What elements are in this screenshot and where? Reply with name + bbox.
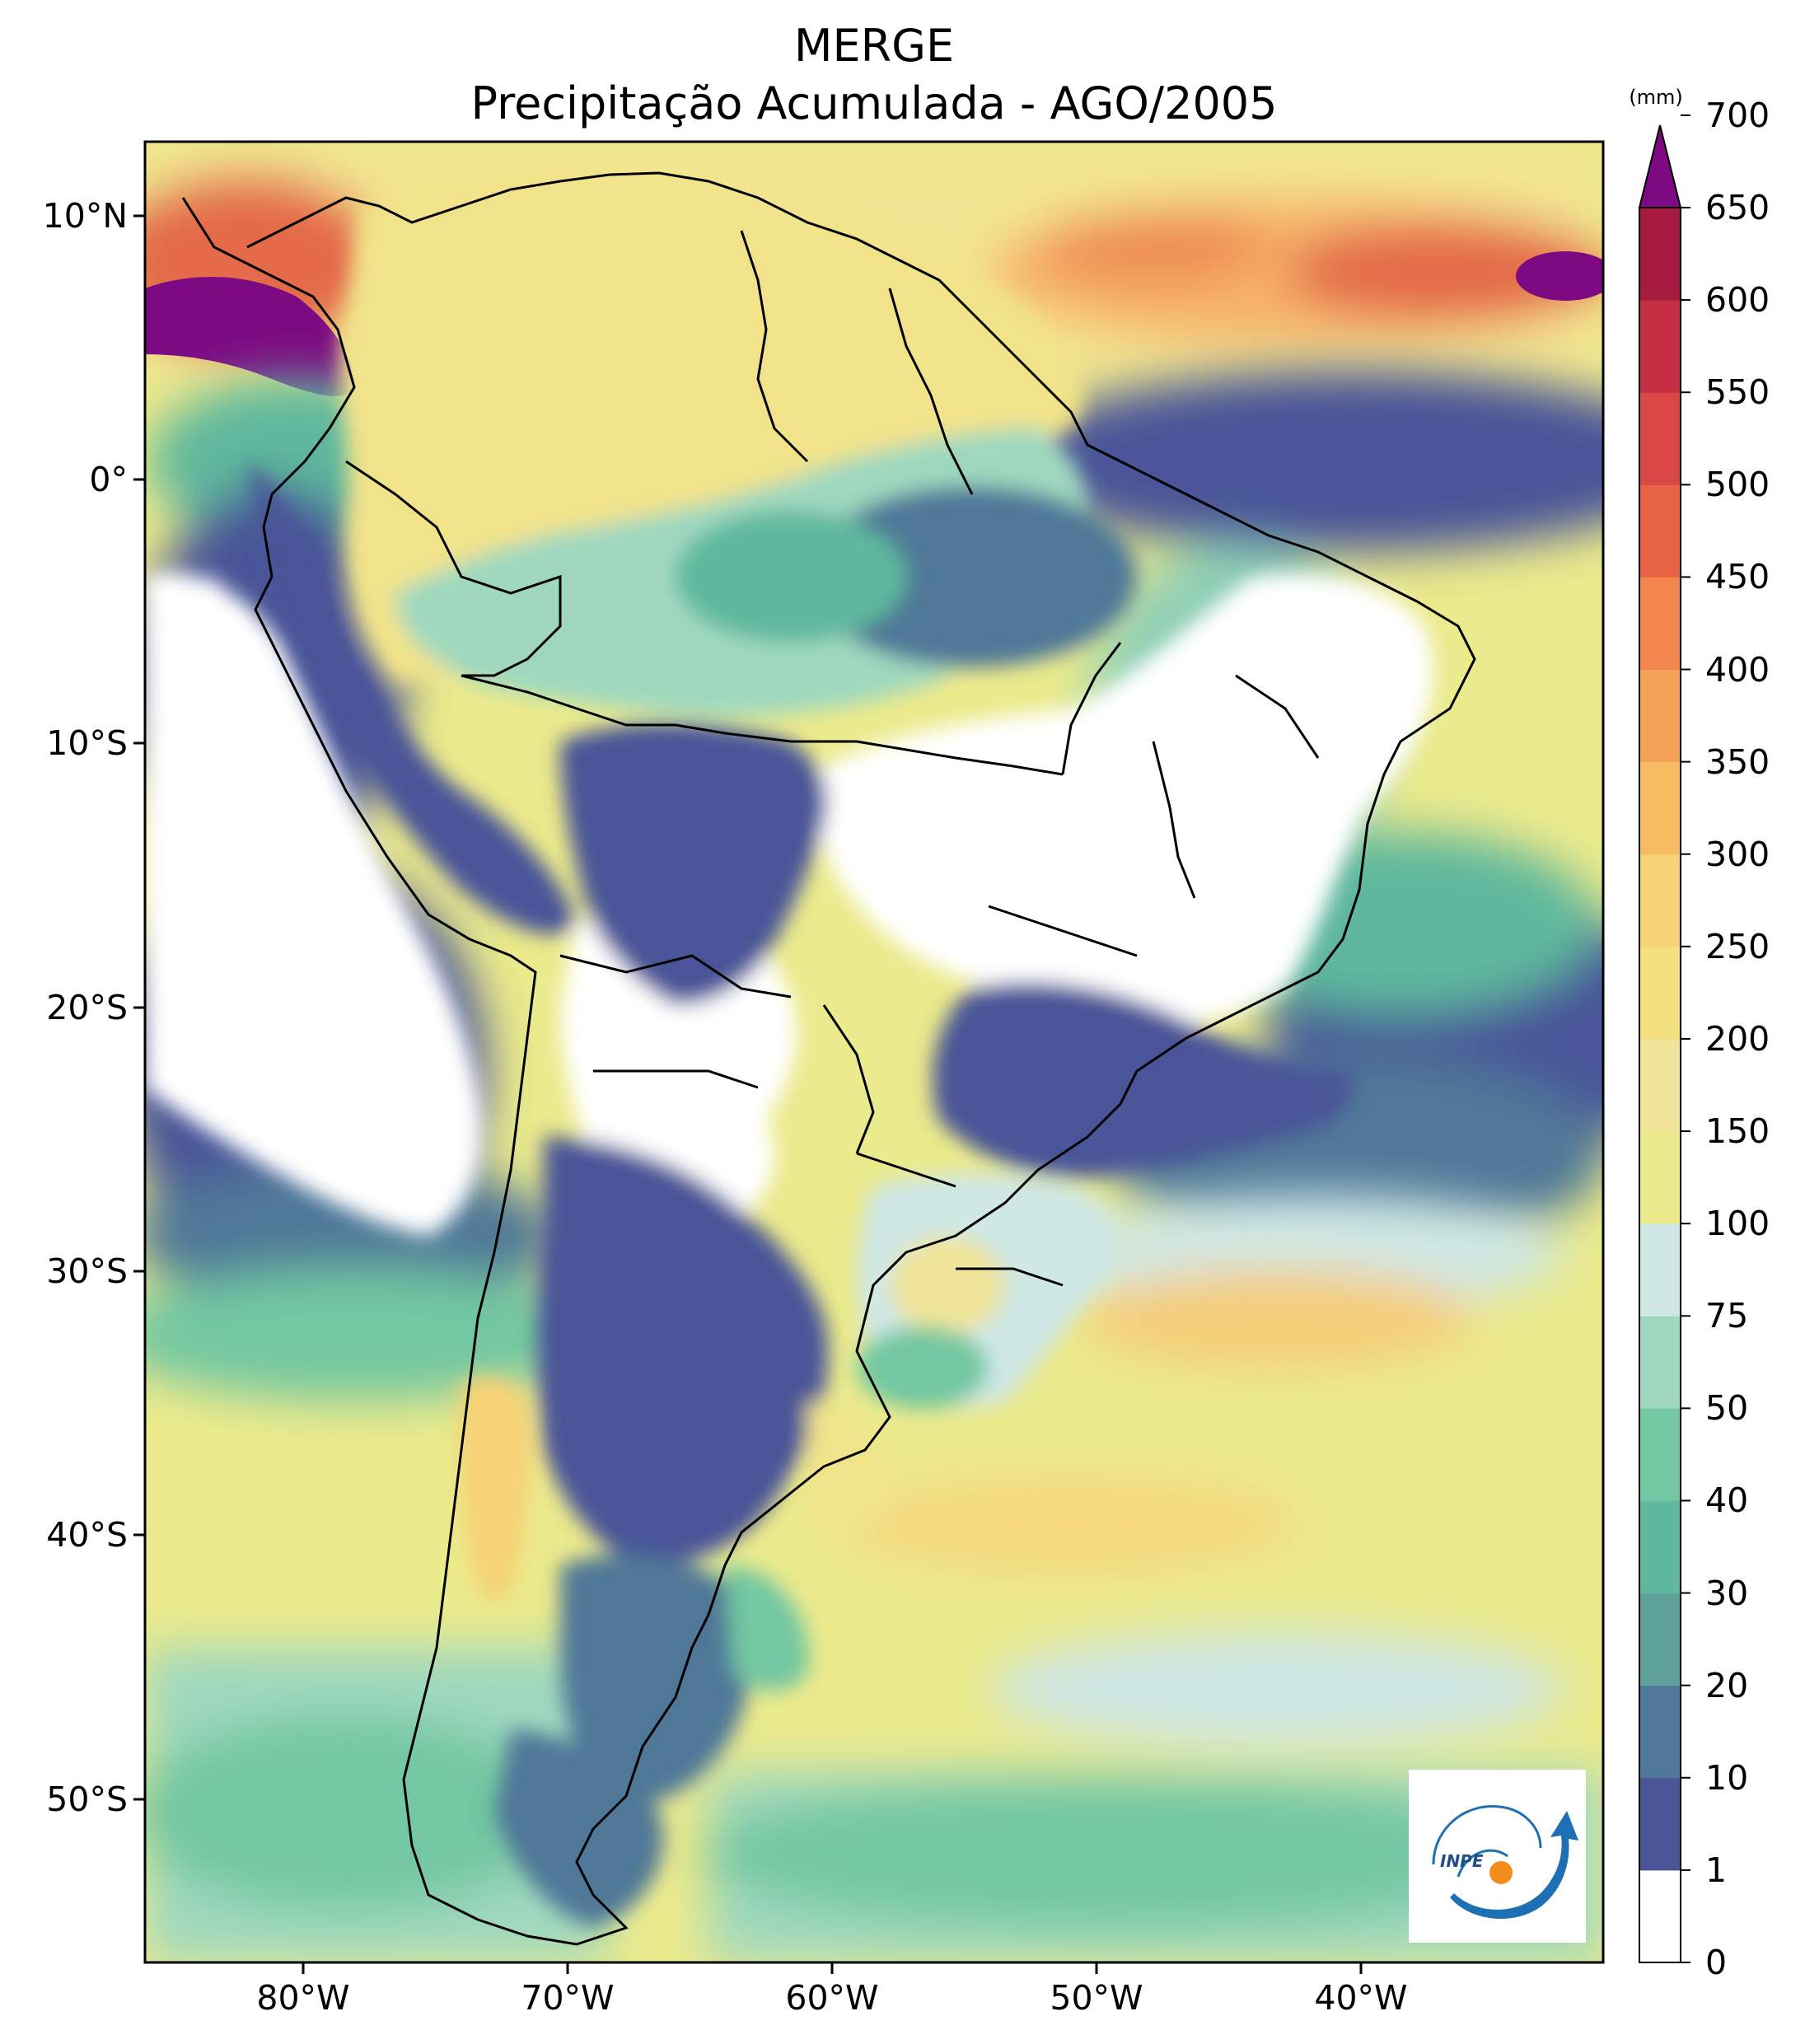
colorbar-tick-label: 150 <box>1705 1111 1770 1152</box>
colorbar-tick-label: 550 <box>1705 372 1770 413</box>
colorbar-swatch <box>1639 1131 1681 1224</box>
colorbar-tick-label: 40 <box>1705 1480 1749 1521</box>
colorbar-swatch <box>1639 392 1681 485</box>
colorbar-swatch <box>1639 1223 1681 1317</box>
colorbar-swatch <box>1639 1593 1681 1686</box>
colorbar-extend-arrow <box>1638 124 1682 208</box>
colorbar-outline <box>1639 207 1681 1963</box>
lon-tick-label: 80°W <box>256 1978 350 2018</box>
lon-tick-label: 50°W <box>1050 1978 1143 2018</box>
colorbar-tick-label: 350 <box>1705 741 1770 782</box>
colorbar-tick-label: 100 <box>1705 1204 1770 1244</box>
colorbar-tick-label: 30 <box>1705 1573 1749 1613</box>
lat-tick-label: 20°S <box>46 988 128 1027</box>
colorbar-swatch <box>1639 1038 1681 1132</box>
colorbar-tick-label: 400 <box>1705 649 1770 690</box>
colorbar-tick-label: 50 <box>1705 1388 1749 1429</box>
lon-tick-label: 40°W <box>1314 1978 1408 2018</box>
colorbar-tick-label: 0 <box>1705 1943 1728 1982</box>
colorbar-swatch <box>1639 1869 1681 1963</box>
colorbar-swatch <box>1639 577 1681 671</box>
lon-tick-label: 70°W <box>521 1978 615 2018</box>
colorbar-swatch <box>1639 1685 1681 1779</box>
colorbar-swatch <box>1639 1777 1681 1871</box>
lat-tick-label: 30°S <box>46 1251 128 1291</box>
colorbar-tick-label: 650 <box>1705 188 1770 227</box>
colorbar-swatch <box>1639 1500 1681 1594</box>
colorbar-swatch <box>1639 484 1681 578</box>
lat-tick-label: 50°S <box>46 1780 128 1819</box>
colorbar-tick-label: 20 <box>1705 1665 1749 1705</box>
colorbar-swatch <box>1639 761 1681 855</box>
colorbar-tick-label: 250 <box>1705 926 1770 966</box>
colorbar-swatch <box>1639 1408 1681 1501</box>
lat-tick-label: 10°N <box>42 196 128 236</box>
colorbar-tick-label: 300 <box>1705 834 1770 874</box>
colorbar-tick-label: 700 <box>1705 95 1770 135</box>
sun-icon <box>1489 1861 1513 1884</box>
colorbar-swatch <box>1639 1316 1681 1409</box>
map-subtitle: Precipitação Acumulada - AGO/2005 <box>470 77 1278 129</box>
colorbar-tick-label: 1 <box>1705 1850 1728 1890</box>
colorbar-tick-label: 500 <box>1705 465 1770 505</box>
map-frame <box>143 140 1605 1964</box>
colorbar-tick-label: 200 <box>1705 1018 1770 1059</box>
precipitation-field <box>145 142 1603 1962</box>
colorbar-swatch <box>1639 300 1681 393</box>
lat-tick-label: 0° <box>89 460 128 499</box>
map-title: MERGE <box>793 20 955 72</box>
colorbar-swatch <box>1639 854 1681 947</box>
coastline-borders <box>181 171 1476 1946</box>
colorbar-swatch <box>1639 669 1681 763</box>
inpe-logo-graphic: INPE <box>1432 1804 1578 1920</box>
inpe-logo-text: INPE <box>1440 1851 1484 1871</box>
colorbar-swatch <box>1639 208 1681 301</box>
colorbar-swatch <box>1639 946 1681 1040</box>
colorbar-tick-label: 600 <box>1705 280 1770 320</box>
colorbar-tick-label: 75 <box>1705 1296 1749 1336</box>
colorbar-tick-label: 450 <box>1705 557 1770 597</box>
lat-tick-label: 10°S <box>46 723 128 763</box>
colorbar <box>1638 114 1690 1963</box>
inpe-logo: INPE <box>1409 1770 1586 1943</box>
colorbar-tick-label: 10 <box>1705 1757 1749 1798</box>
axis-ticks <box>133 214 1363 1974</box>
lat-tick-label: 40°S <box>46 1515 128 1555</box>
colorbar-unit: (mm) <box>1629 86 1683 109</box>
lon-tick-label: 60°W <box>785 1978 879 2018</box>
